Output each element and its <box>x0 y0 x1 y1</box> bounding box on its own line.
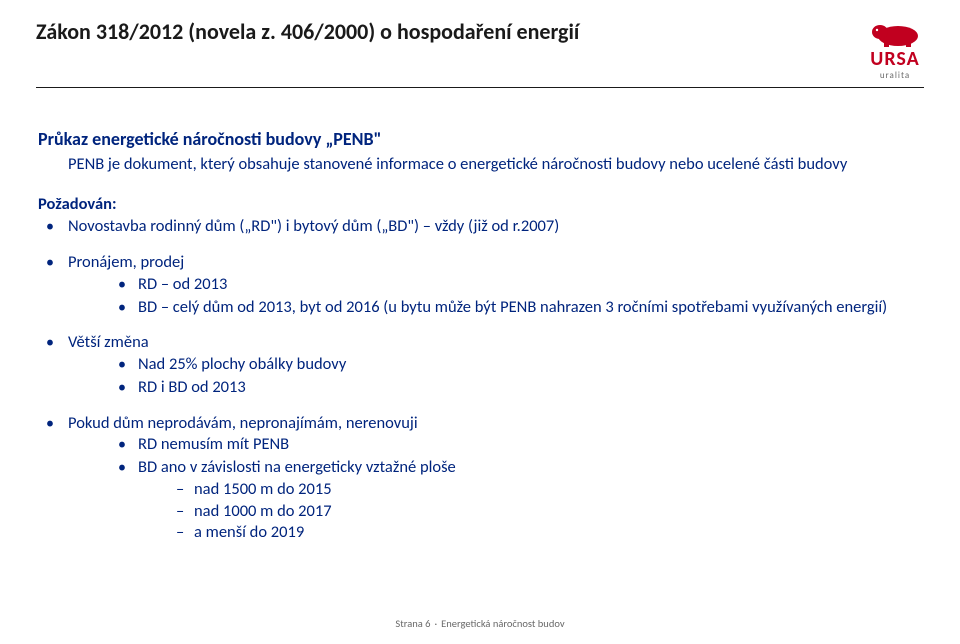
footer-label: Energetická náročnost budov <box>441 617 564 630</box>
bullet-list-4: Pokud dům neprodávám, nepronajímám, nere… <box>38 413 922 545</box>
list-item-text: nad 1000 m do 2017 <box>194 501 332 521</box>
footer: Strana 6 · Energetická náročnost budov <box>0 617 960 630</box>
list-item: nad 1000 m do 2017 <box>138 501 922 523</box>
list-item: nad 1500 m do 2015 <box>138 479 922 501</box>
required-label: Požadován: <box>38 194 922 216</box>
list-item-text: a menší do 2019 <box>194 522 304 542</box>
list-item-text: RD nemusím mít PENB <box>138 434 289 454</box>
polar-bear-icon <box>866 18 924 48</box>
brand-logo: URSA uralita <box>866 18 924 81</box>
list-item: RD nemusím mít PENB <box>98 434 922 456</box>
dash-list: nad 1500 m do 2015 nad 1000 m do 2017 a … <box>138 479 922 544</box>
list-item-text: Větší změna <box>68 332 149 352</box>
list-item: BD ano v závislosti na energeticky vztaž… <box>98 457 922 544</box>
intro-paragraph: PENB je dokument, který obsahuje stanove… <box>68 154 922 176</box>
list-item: Větší změna Nad 25% plochy obálky budovy… <box>38 332 922 398</box>
sub-list: RD nemusím mít PENB BD ano v závislosti … <box>98 434 922 544</box>
footer-page: Strana 6 <box>395 617 430 630</box>
logo-subtext: uralita <box>880 70 910 81</box>
list-item: RD – od 2013 <box>98 274 922 296</box>
list-item-text: RD i BD od 2013 <box>138 377 246 397</box>
list-item-text: Pokud dům neprodávám, nepronajímám, nere… <box>68 413 418 433</box>
list-item-text: BD ano v závislosti na energeticky vztaž… <box>138 457 456 477</box>
page-title: Zákon 318/2012 (novela z. 406/2000) o ho… <box>36 18 579 45</box>
header: Zákon 318/2012 (novela z. 406/2000) o ho… <box>0 0 960 87</box>
bullet-list-3: Větší změna Nad 25% plochy obálky budovy… <box>38 332 922 398</box>
list-item: Nad 25% plochy obálky budovy <box>98 354 922 376</box>
list-item-text: Novostavba rodinný dům („RD") i bytový d… <box>68 216 559 236</box>
list-item: Pronájem, prodej RD – od 2013 BD – celý … <box>38 252 922 318</box>
list-item-text: Nad 25% plochy obálky budovy <box>138 354 346 374</box>
list-item: RD i BD od 2013 <box>98 377 922 399</box>
bullet-list-2: Pronájem, prodej RD – od 2013 BD – celý … <box>38 252 922 318</box>
list-item-text: BD – celý dům od 2013, byt od 2016 (u by… <box>138 297 887 317</box>
list-item: BD – celý dům od 2013, byt od 2016 (u by… <box>98 297 922 319</box>
list-item-text: Pronájem, prodej <box>68 252 184 272</box>
sub-list: RD – od 2013 BD – celý dům od 2013, byt … <box>98 274 922 319</box>
content-heading: Průkaz energetické náročnosti budovy „PE… <box>38 128 922 152</box>
list-item: Novostavba rodinný dům („RD") i bytový d… <box>38 216 922 238</box>
list-item: a menší do 2019 <box>138 522 922 544</box>
list-item-text: RD – od 2013 <box>138 274 227 294</box>
footer-separator: · <box>434 617 437 630</box>
bullet-list-1: Novostavba rodinný dům („RD") i bytový d… <box>38 216 922 238</box>
list-item-text: nad 1500 m do 2015 <box>194 479 332 499</box>
list-item: Pokud dům neprodávám, nepronajímám, nere… <box>38 413 922 545</box>
content: Průkaz energetické náročnosti budovy „PE… <box>0 88 960 544</box>
logo-text: URSA <box>870 49 919 69</box>
sub-list: Nad 25% plochy obálky budovy RD i BD od … <box>98 354 922 399</box>
